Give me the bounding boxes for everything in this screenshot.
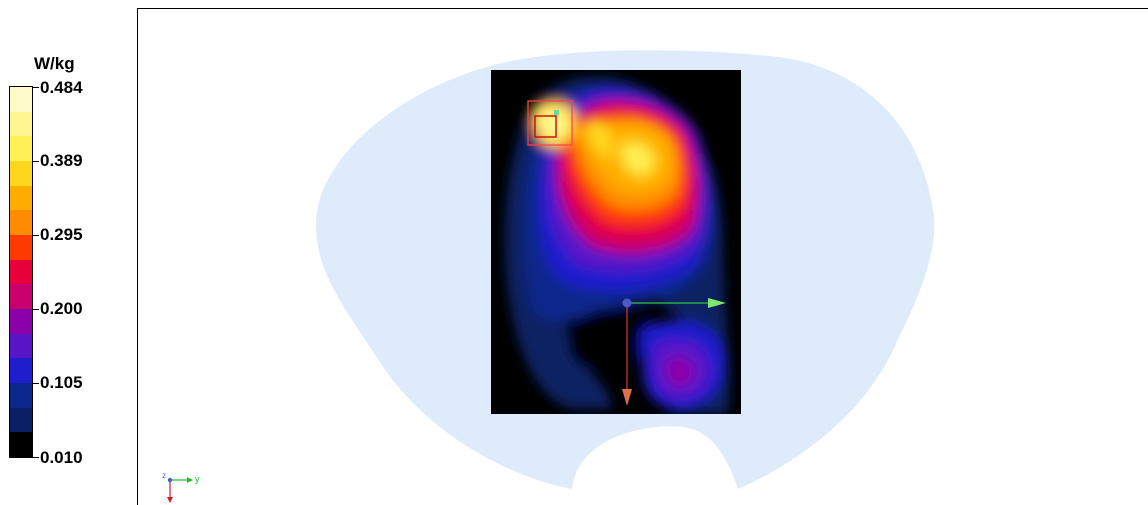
legend-tick-mark (33, 309, 39, 310)
legend-color-step-9 (10, 309, 32, 334)
legend-color-step-6 (10, 235, 32, 260)
peak-marker (554, 110, 559, 115)
legend-color-step-7 (10, 259, 32, 285)
legend-color-bar (9, 86, 33, 458)
legend-color-step-13 (10, 407, 32, 433)
origin-axes (622, 298, 726, 406)
legend-tick-1: 0.389 (40, 151, 83, 170)
legend-color-step-0 (10, 87, 32, 112)
legend-tick-mark (33, 457, 39, 458)
color-legend: W/kg 0.484 0.389 0.295 0.200 0.105 0.010 (0, 0, 137, 505)
viewport-canvas[interactable] (138, 9, 1148, 505)
zoom-scan-cube-inner (534, 115, 557, 138)
triad-y-label: y (195, 474, 200, 484)
legend-tick-mark (33, 235, 39, 236)
legend-color-step-11 (10, 358, 32, 384)
legend-color-step-4 (10, 185, 32, 211)
legend-tick-mark (33, 161, 39, 162)
legend-tick-0: 0.484 (40, 78, 83, 97)
legend-color-step-10 (10, 333, 32, 359)
orientation-triad: y z (162, 471, 200, 503)
legend-unit: W/kg (34, 54, 75, 73)
legend-color-step-5 (10, 210, 32, 236)
legend-color-step-8 (10, 284, 32, 310)
legend-tick-mark (33, 383, 39, 384)
legend-tick-mark (33, 87, 39, 88)
legend-color-step-1 (10, 111, 32, 137)
3d-viewport[interactable] (137, 8, 1148, 505)
legend-color-step-12 (10, 383, 32, 408)
legend-color-step-2 (10, 136, 32, 162)
legend-tick-4: 0.105 (40, 373, 83, 392)
legend-tick-3: 0.200 (40, 299, 83, 318)
legend-color-step-14 (10, 432, 32, 458)
legend-tick-2: 0.295 (40, 225, 83, 244)
sar-scan-area (491, 70, 741, 414)
legend-color-step-3 (10, 161, 32, 186)
zoom-scan-cube-outer (527, 100, 573, 146)
legend-tick-5: 0.010 (40, 448, 83, 467)
triad-z-label: z (162, 471, 166, 480)
